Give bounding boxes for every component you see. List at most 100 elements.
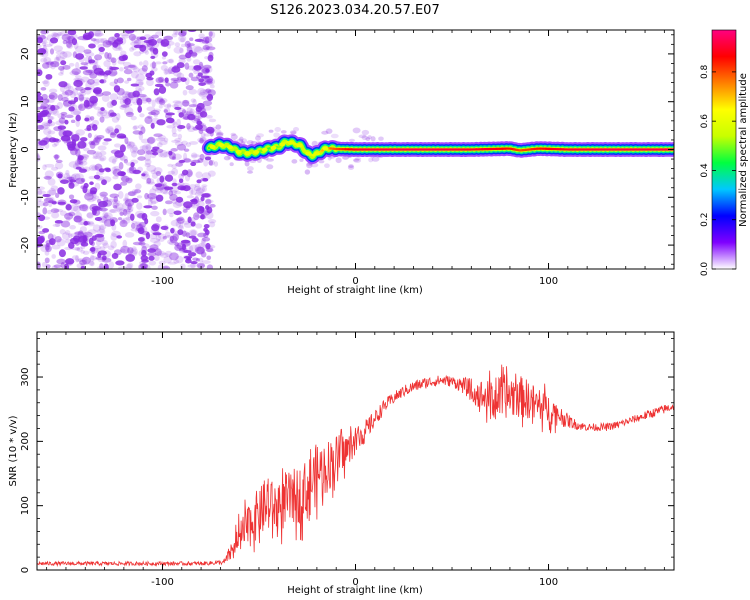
noise-speckle bbox=[172, 178, 177, 185]
noise-speckle bbox=[163, 107, 171, 115]
noise-speckle bbox=[96, 170, 104, 176]
noise-speckle bbox=[244, 160, 250, 167]
noise-speckle bbox=[127, 191, 136, 197]
noise-speckle bbox=[193, 212, 200, 221]
snr-y-tick-label: 0 bbox=[20, 567, 31, 573]
noise-speckle bbox=[57, 173, 63, 179]
noise-speckle bbox=[88, 260, 94, 266]
noise-speckle bbox=[98, 168, 105, 173]
noise-speckle bbox=[162, 236, 167, 240]
noise-speckle bbox=[199, 153, 205, 161]
noise-speckle bbox=[111, 199, 121, 204]
noise-speckle bbox=[145, 144, 152, 151]
noise-speckle bbox=[89, 100, 97, 109]
noise-speckle bbox=[201, 68, 209, 75]
noise-speckle bbox=[52, 143, 57, 148]
noise-speckle bbox=[118, 55, 127, 62]
noise-speckle bbox=[110, 240, 117, 249]
noise-speckle bbox=[187, 171, 193, 176]
noise-speckle bbox=[75, 177, 85, 185]
noise-speckle bbox=[113, 196, 119, 203]
noise-speckle bbox=[178, 178, 184, 183]
noise-speckle bbox=[59, 31, 70, 37]
noise-speckle bbox=[90, 241, 95, 247]
noise-speckle bbox=[92, 64, 97, 71]
noise-speckle bbox=[89, 71, 98, 79]
noise-speckle bbox=[164, 77, 169, 84]
noise-speckle bbox=[135, 210, 145, 218]
noise-speckle bbox=[191, 198, 198, 205]
noise-speckle bbox=[165, 117, 175, 124]
noise-speckle bbox=[139, 36, 147, 41]
noise-speckle bbox=[191, 159, 201, 164]
noise-speckle bbox=[62, 39, 68, 45]
noise-speckle bbox=[119, 153, 126, 161]
noise-speckle bbox=[186, 43, 195, 47]
noise-speckle bbox=[202, 192, 212, 198]
noise-speckle bbox=[42, 106, 49, 112]
noise-speckle bbox=[55, 171, 64, 178]
noise-speckle bbox=[192, 257, 199, 261]
noise-speckle bbox=[137, 81, 144, 86]
noise-speckle bbox=[361, 129, 370, 135]
noise-speckle bbox=[173, 210, 182, 216]
noise-speckle bbox=[154, 148, 164, 153]
noise-speckle bbox=[74, 75, 82, 79]
noise-speckle bbox=[37, 152, 40, 159]
noise-speckle bbox=[196, 120, 203, 125]
noise-speckle bbox=[145, 232, 151, 240]
noise-speckle bbox=[37, 47, 46, 55]
noise-speckle bbox=[229, 162, 234, 167]
noise-speckle bbox=[155, 187, 164, 194]
noise-speckle bbox=[97, 145, 107, 151]
noise-speckle bbox=[150, 109, 160, 116]
noise-speckle bbox=[42, 202, 49, 207]
noise-speckle bbox=[241, 138, 248, 144]
noise-speckle bbox=[149, 237, 160, 243]
noise-speckle bbox=[188, 245, 194, 252]
noise-speckle bbox=[190, 261, 198, 265]
noise-speckle bbox=[112, 202, 120, 207]
noise-speckle bbox=[207, 77, 216, 86]
noise-speckle bbox=[133, 51, 142, 57]
noise-speckle bbox=[196, 246, 206, 255]
noise-speckle bbox=[99, 246, 106, 251]
noise-speckle bbox=[175, 162, 184, 167]
noise-speckle bbox=[117, 217, 123, 221]
noise-speckle bbox=[209, 221, 216, 228]
noise-speckle bbox=[102, 242, 109, 249]
noise-speckle bbox=[105, 111, 111, 115]
noise-speckle bbox=[126, 208, 131, 215]
noise-speckle bbox=[124, 232, 135, 238]
noise-speckle bbox=[152, 47, 159, 55]
noise-speckle bbox=[88, 237, 94, 246]
noise-speckle bbox=[195, 124, 203, 130]
noise-speckle bbox=[64, 89, 74, 96]
noise-speckle bbox=[110, 233, 118, 241]
noise-speckle bbox=[47, 115, 55, 121]
noise-speckle bbox=[78, 94, 84, 102]
noise-speckle bbox=[37, 196, 42, 203]
noise-speckle bbox=[156, 250, 166, 256]
noise-speckle bbox=[186, 56, 192, 62]
noise-speckle bbox=[73, 77, 81, 82]
noise-speckle bbox=[113, 249, 122, 256]
noise-speckle bbox=[150, 169, 156, 175]
noise-speckle bbox=[95, 152, 100, 158]
noise-speckle bbox=[135, 97, 141, 104]
noise-speckle bbox=[151, 205, 158, 210]
noise-speckle bbox=[103, 218, 114, 227]
noise-speckle bbox=[132, 125, 138, 131]
noise-speckle bbox=[185, 232, 191, 238]
noise-speckle bbox=[99, 225, 105, 234]
noise-speckle bbox=[186, 195, 194, 199]
noise-speckle bbox=[194, 196, 200, 204]
noise-speckle bbox=[166, 125, 176, 129]
noise-speckle bbox=[144, 192, 149, 200]
noise-speckle bbox=[60, 135, 71, 142]
noise-speckle bbox=[50, 104, 56, 112]
noise-speckle bbox=[89, 164, 98, 172]
noise-speckle bbox=[128, 65, 138, 70]
noise-speckle bbox=[37, 140, 43, 148]
